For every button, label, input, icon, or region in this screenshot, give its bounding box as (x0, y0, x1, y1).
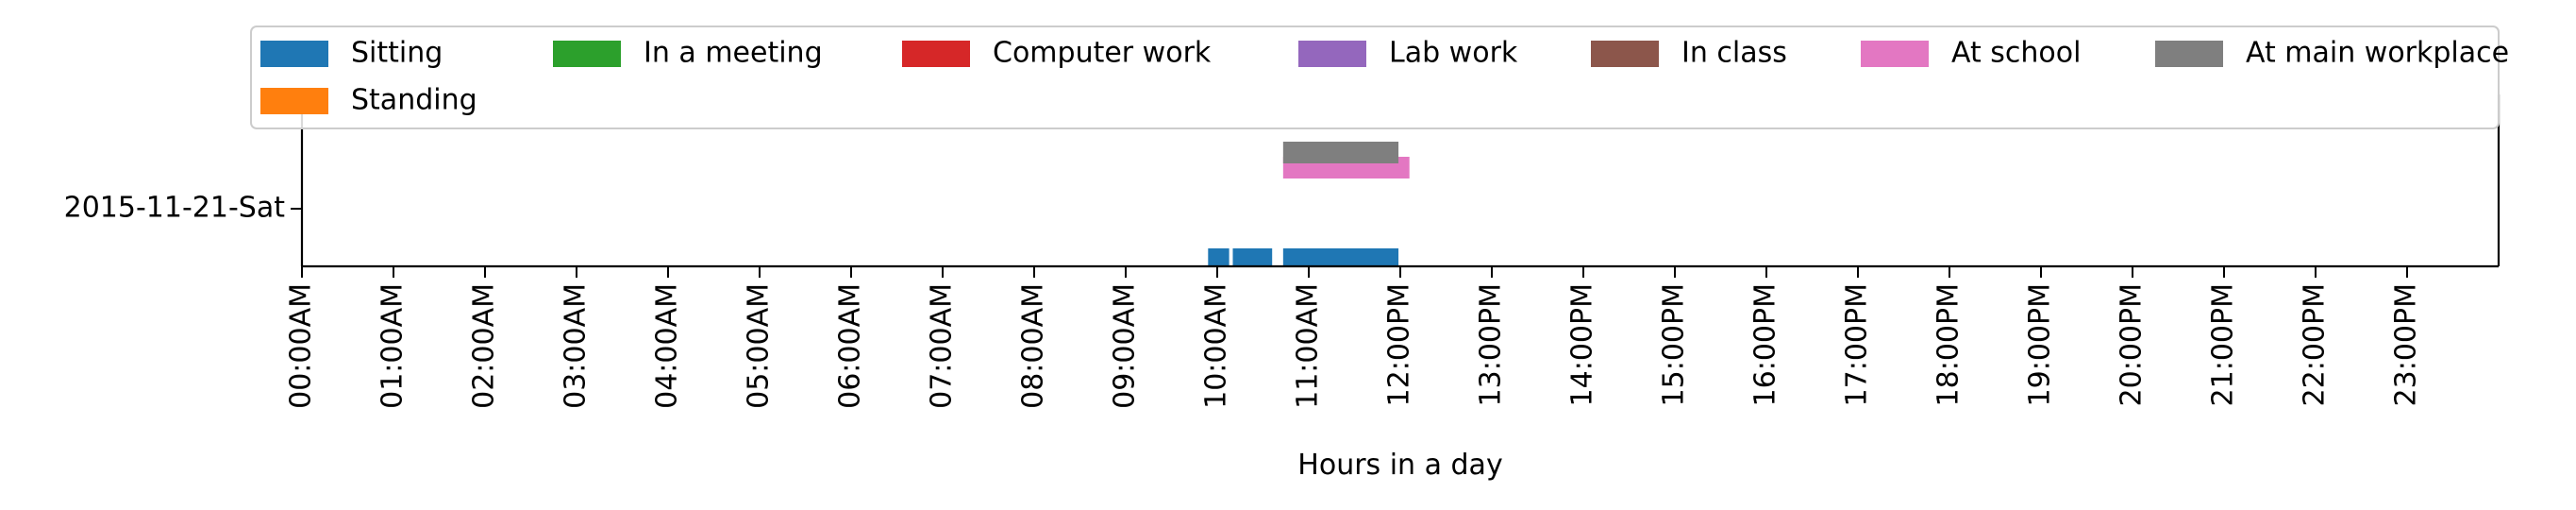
x-tick-label: 10:00AM (1200, 283, 1233, 409)
legend-swatch (2155, 41, 2223, 67)
x-tick-label: 04:00AM (651, 283, 684, 409)
legend-label: In class (1681, 37, 1787, 70)
legend-frame (250, 26, 2500, 129)
legend-swatch (1298, 41, 1366, 67)
x-tick-label: 15:00PM (1658, 283, 1691, 406)
bar-sitting-2 (1282, 248, 1399, 266)
x-tick-label: 18:00PM (1932, 283, 1965, 406)
legend-label: Lab work (1389, 37, 1518, 70)
x-tick-label: 05:00AM (743, 283, 776, 409)
bar-at-main-workplace-0 (1282, 142, 1399, 163)
x-tick-label: 08:00AM (1017, 283, 1050, 409)
legend: Sitting Standing In a meeting Computer work… (250, 26, 2509, 129)
x-tick-label: 01:00AM (376, 283, 410, 409)
x-tick-label: 07:00AM (926, 283, 959, 409)
bar-sitting-1 (1232, 248, 1273, 266)
x-tick-label: 06:00AM (834, 283, 867, 409)
x-tick-label: 16:00PM (1749, 283, 1782, 406)
legend-swatch (1591, 41, 1659, 67)
legend-label: At school (1951, 37, 2081, 70)
x-tick-label: 23:00PM (2390, 283, 2423, 406)
x-tick-label: 11:00AM (1292, 283, 1325, 409)
x-tick-label: 03:00AM (560, 283, 593, 409)
legend-swatch (260, 41, 328, 67)
x-tick-label: 17:00PM (1841, 283, 1874, 406)
legend-label: At main workplace (2246, 37, 2509, 70)
x-tick-label: 14:00PM (1566, 283, 1599, 406)
x-tick-label: 09:00AM (1109, 283, 1142, 409)
legend-swatch (902, 41, 970, 67)
x-axis-label: Hours in a day (1297, 449, 1502, 482)
y-axis-ticks: 2015-11-21-Sat (64, 192, 302, 225)
x-tick-label: 02:00AM (468, 283, 501, 409)
x-tick-label: 19:00PM (2024, 283, 2057, 406)
x-tick-label: 21:00PM (2207, 283, 2240, 406)
x-axis-ticks: 00:00AM 01:00AM 02:00AM 03:00AM 04:00AM 05:00… (285, 266, 2423, 409)
activity-bars (1208, 142, 1410, 266)
x-tick-label: 12:00PM (1383, 283, 1416, 406)
x-tick-label: 20:00PM (2116, 283, 2149, 406)
legend-swatch (553, 41, 621, 67)
legend-label: Computer work (993, 37, 1212, 70)
x-tick-label: 22:00PM (2299, 283, 2332, 406)
legend-label: Sitting (351, 37, 443, 70)
legend-swatch (260, 88, 328, 114)
legend-label: Standing (351, 84, 477, 117)
x-tick-label: 13:00PM (1475, 283, 1508, 406)
y-tick-label: 2015-11-21-Sat (64, 192, 286, 225)
bar-sitting-0 (1208, 248, 1229, 266)
legend-label: In a meeting (644, 37, 823, 70)
x-tick-label: 00:00AM (285, 283, 318, 409)
legend-swatch (1861, 41, 1929, 67)
